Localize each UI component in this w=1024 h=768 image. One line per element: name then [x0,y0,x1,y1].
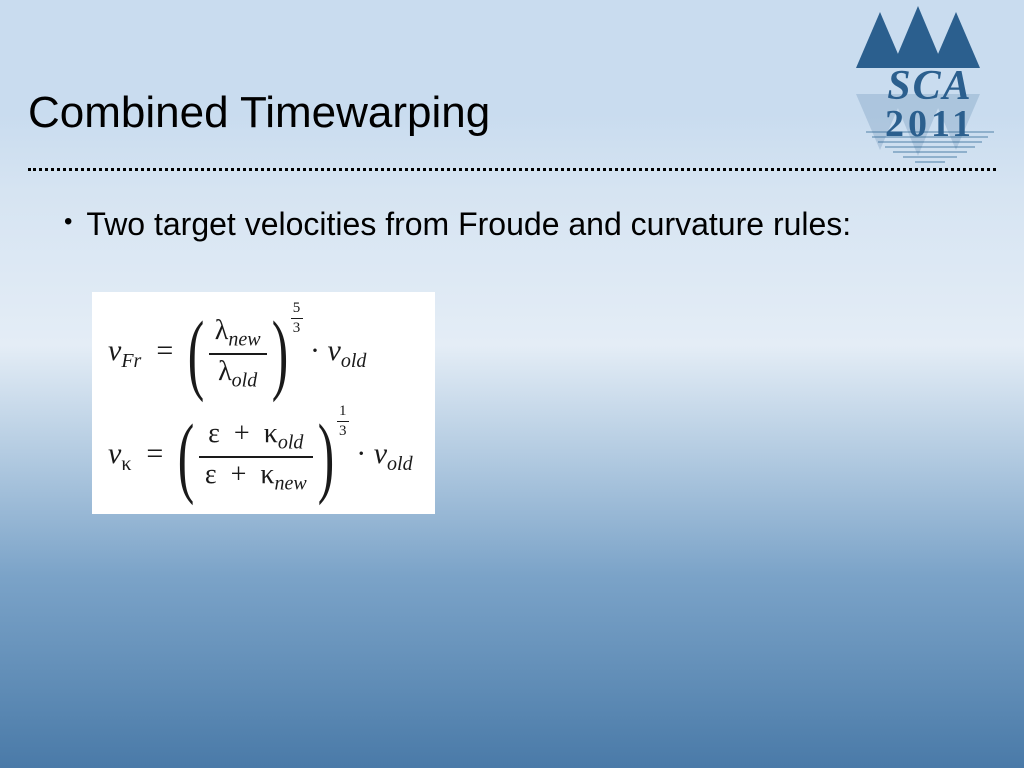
bullet-item: • Two target velocities from Froude and … [64,204,851,244]
eq1-den-sub: old [232,369,258,391]
eq1-rhs-var: v [328,334,341,367]
bullet-text: Two target velocities from Froude and cu… [86,204,851,244]
slide-title: Combined Timewarping [28,88,490,138]
eq2-num-b-sub: old [278,432,304,454]
eq2-den-a: ε [205,459,217,490]
eq1-rhs-sub: old [341,350,367,372]
logo-mountains-icon [860,6,1000,68]
eq2-num-b: κ [264,418,278,449]
title-divider [28,168,996,171]
eq2-exponent: 1 3 [337,403,349,440]
eq2-rhs-sub: old [387,453,413,475]
eq1-lhs-var: v [108,334,121,367]
equations-block: vFr = ( λnew λold ) 5 3 · vold vκ = ( [92,292,435,514]
eq1-num-sym: λ [215,315,229,346]
eq2-den-b-sub: new [274,472,306,494]
conference-logo: SCA 2011 [860,6,1000,166]
bullet-marker-icon: • [64,204,72,240]
eq2-num-a: ε [208,418,220,449]
eq2-rhs-var: v [374,437,387,470]
logo-reflection-icon [860,94,1000,134]
eq1-num-sub: new [228,329,260,351]
eq1-lhs-sub: Fr [121,350,141,372]
eq1-den-sym: λ [218,356,232,387]
eq2-den-b: κ [260,459,274,490]
eq2-lhs-var: v [108,437,121,470]
eq1-exponent: 5 3 [291,300,303,337]
equation-curvature: vκ = ( ε + κold ε + κnew ) 1 [108,417,413,496]
eq2-lhs-sub: κ [121,453,131,475]
equation-froude: vFr = ( λnew λold ) 5 3 · vold [108,314,413,393]
